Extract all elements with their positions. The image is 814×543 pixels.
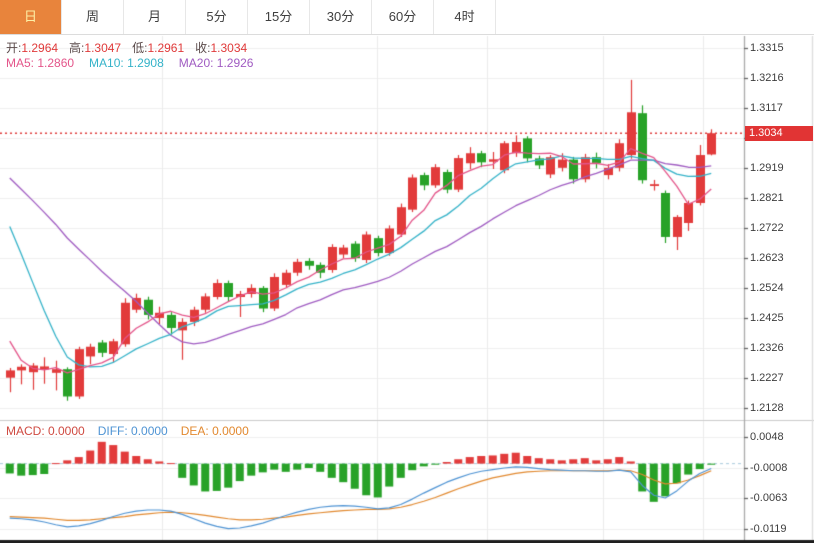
macd-value: MACD: 0.0000: [6, 424, 85, 438]
price-axis-label: 1.2524: [750, 282, 784, 294]
close-value: 1.3034: [210, 41, 248, 55]
macd-axis-label: -0.0119: [750, 522, 787, 535]
ohlc-readout: 开:1.2964 高:1.3047 低:1.2961 收:1.3034: [6, 39, 258, 56]
low-value: 1.2961: [147, 41, 185, 55]
tab-week[interactable]: 周: [62, 0, 124, 34]
open-label: 开:: [6, 41, 22, 55]
price-axis-label: 1.2128: [750, 402, 784, 414]
macd-axis-label: -0.0008: [750, 462, 788, 474]
price-axis-label: 1.2623: [750, 252, 784, 264]
ma10-value: MA10: 1.2908: [89, 56, 164, 70]
close-label: 收:: [195, 41, 211, 55]
ma5-value: MA5: 1.2860: [6, 56, 75, 70]
tab-60min[interactable]: 60分: [372, 0, 434, 34]
low-label: 低:: [132, 41, 148, 55]
tab-4hour[interactable]: 4时: [434, 0, 496, 34]
ma20-value: MA20: 1.2926: [178, 56, 254, 70]
diff-value: DIFF: 0.0000: [97, 424, 168, 438]
ma-readout: MA5: 1.2860 MA10: 1.2908 MA20: 1.2926: [6, 56, 268, 70]
high-value: 1.3047: [84, 41, 122, 55]
price-axis-label: 1.2919: [750, 162, 784, 174]
price-axis-label: 1.3117: [750, 102, 783, 114]
tab-15min[interactable]: 15分: [248, 0, 310, 34]
price-axis-label: 1.3315: [750, 42, 784, 54]
timeframe-tabbar: 日周月 5分 15分 30分 60分 4时: [0, 0, 814, 35]
tab-5min[interactable]: 5分: [186, 0, 248, 34]
price-axis-label: 1.2722: [750, 222, 784, 234]
dea-value: DEA: 0.0000: [180, 424, 249, 438]
price-axis-label: 1.2326: [750, 342, 784, 354]
tab-month[interactable]: 月: [124, 0, 186, 34]
macd-axis-label: 0.0048: [750, 431, 784, 444]
macd-axis-label: -0.0063: [750, 492, 788, 504]
tab-30min[interactable]: 30分: [310, 0, 372, 34]
price-axis-label: 1.3216: [750, 72, 784, 84]
high-label: 高:: [69, 41, 85, 55]
open-value: 1.2964: [21, 41, 59, 55]
price-axis-label: 1.2425: [750, 312, 784, 324]
macd-readout: MACD: 0.0000 DIFF: 0.0000 DEA: 0.0000: [6, 424, 262, 438]
price-axis-label: 1.2227: [750, 372, 784, 384]
tab-day[interactable]: 日: [0, 0, 62, 34]
last-price-badge: 1.3034: [745, 126, 813, 141]
price-axis-label: 1.2821: [750, 192, 784, 204]
